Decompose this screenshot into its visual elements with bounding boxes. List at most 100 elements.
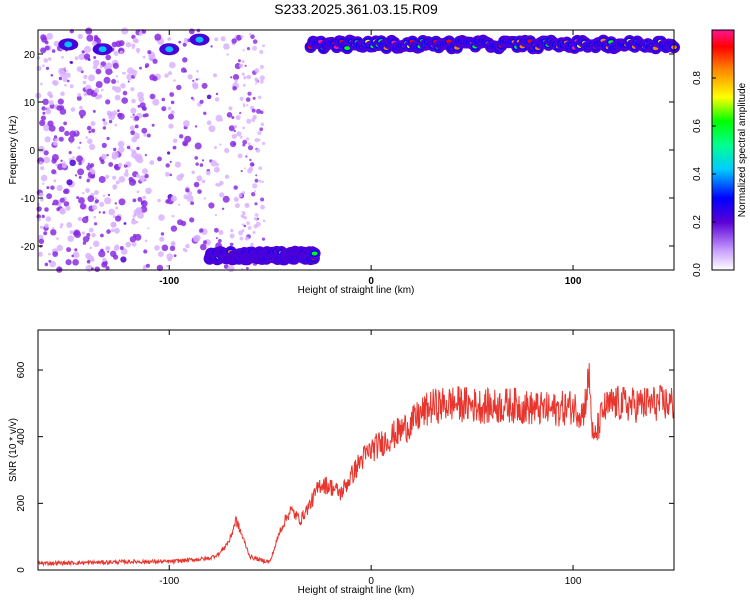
heatmap-cell: [53, 179, 57, 183]
heatmap-cell: [113, 254, 119, 260]
heatmap-cell: [108, 208, 116, 216]
heatmap-cell: [65, 205, 71, 211]
heatmap-cell: [112, 175, 117, 180]
heatmap-cell: [253, 224, 258, 229]
heatmap-cell: [44, 136, 51, 143]
heatmap-cell: [112, 184, 118, 190]
heatmap-cell: [120, 256, 127, 263]
heatmap-cell: [246, 118, 252, 124]
heatmap-cell: [42, 64, 45, 67]
heatmap-cell: [247, 226, 252, 230]
heatmap-cell: [105, 266, 110, 271]
heatmap-cell: [46, 32, 54, 40]
heatmap-cell: [258, 138, 261, 142]
heatmap-cell: [252, 114, 257, 120]
heatmap-cell: [257, 131, 262, 135]
heatmap-cell: [86, 125, 92, 131]
heatmap-cell: [39, 225, 44, 229]
heatmap-cell: [246, 137, 250, 141]
heatmap-cell: [118, 176, 126, 183]
heatmap-cell: [38, 145, 45, 153]
heatmap-cell: [51, 169, 57, 175]
heatmap-cell: [244, 167, 247, 170]
x-tick-label: 0: [368, 276, 374, 287]
heatmap-cell: [158, 214, 165, 221]
heatmap-cell: [108, 113, 116, 121]
heatmap-cell: [144, 173, 149, 179]
heatmap-cell: [239, 236, 244, 241]
heatmap-cell: [37, 251, 43, 257]
heatmap-cell: [196, 28, 201, 33]
heatmap-cell: [233, 185, 238, 190]
heatmap-cell: [38, 238, 45, 244]
heatmap-cell: [103, 76, 111, 84]
heatmap-cell: [185, 243, 190, 249]
heatmap-cell: [219, 180, 224, 186]
heatmap-cell: [43, 156, 51, 164]
heatmap-cell: [222, 195, 230, 203]
heatmap-cell: [228, 125, 235, 132]
heatmap-cell: [98, 46, 107, 53]
heatmap-y-ticks: -20 -10 0 10 20: [21, 50, 674, 253]
heatmap-cell: [48, 252, 51, 256]
heatmap-cell: [45, 216, 52, 222]
heatmap-cell: [252, 183, 258, 189]
heatmap-cell: [154, 33, 162, 41]
heatmap-cell: [131, 219, 137, 225]
heatmap-cell: [121, 97, 128, 104]
heatmap-cell: [242, 143, 246, 147]
heatmap-cell: [170, 225, 178, 232]
y-tick-label: 0: [16, 567, 27, 573]
heatmap-cell: [226, 53, 229, 56]
heatmap-cell: [189, 217, 195, 223]
colorbar-tick-label: 0.8: [692, 71, 703, 85]
heatmap-cell: [119, 50, 123, 54]
heatmap-cell: [78, 53, 85, 60]
heatmap-cell: [122, 90, 128, 96]
heatmap-cell: [234, 203, 240, 209]
heatmap-cell: [77, 93, 81, 97]
heatmap-cell: [121, 72, 124, 75]
heatmap-cell: [203, 111, 207, 116]
heatmap-cell: [39, 192, 44, 197]
heatmap-cell: [59, 197, 65, 203]
heatmap-cell: [44, 207, 49, 212]
heatmap-cell: [105, 99, 111, 105]
heatmap-cell: [105, 174, 110, 179]
heatmap-cell: [227, 265, 235, 273]
heatmap-cell: [252, 39, 258, 44]
heatmap-cell: [169, 245, 176, 251]
heatmap-cell: [168, 113, 174, 120]
heatmap-cell: [68, 136, 75, 143]
heatmap-cell: [157, 198, 161, 203]
heatmap-cell: [187, 74, 193, 80]
heatmap-cell: [115, 206, 119, 210]
heatmap-cell: [262, 44, 266, 48]
heatmap-cell: [92, 240, 100, 248]
heatmap-cell: [242, 49, 245, 52]
heatmap-cell: [113, 147, 117, 152]
heatmap-cell: [183, 69, 187, 73]
heatmap-cell: [168, 123, 174, 129]
heatmap-cell: [253, 217, 257, 221]
heatmap-cell: [83, 45, 92, 54]
heatmap-cell: [136, 190, 140, 194]
heatmap-cell: [52, 141, 57, 146]
heatmap-cell: [132, 37, 138, 43]
heatmap-cell: [65, 72, 71, 78]
heatmap-cell: [246, 266, 249, 270]
heatmap-cell: [196, 175, 203, 182]
heatmap-cell: [85, 136, 88, 139]
heatmap-cell: [91, 128, 96, 133]
heatmap-cell: [78, 109, 86, 117]
heatmap-cell: [228, 106, 233, 111]
y-tick-label: 200: [16, 495, 27, 512]
heatmap-cell: [132, 180, 136, 184]
heatmap-cell: [78, 197, 85, 204]
heatmap-cell: [249, 162, 255, 167]
heatmap-cell: [242, 139, 248, 145]
heatmap-cell: [123, 222, 127, 225]
heatmap-cell: [67, 235, 74, 242]
heatmap-cell: [77, 33, 83, 40]
snr-panel: -100 0 100 0 200 400 600 Height of straight l…: [8, 329, 675, 596]
